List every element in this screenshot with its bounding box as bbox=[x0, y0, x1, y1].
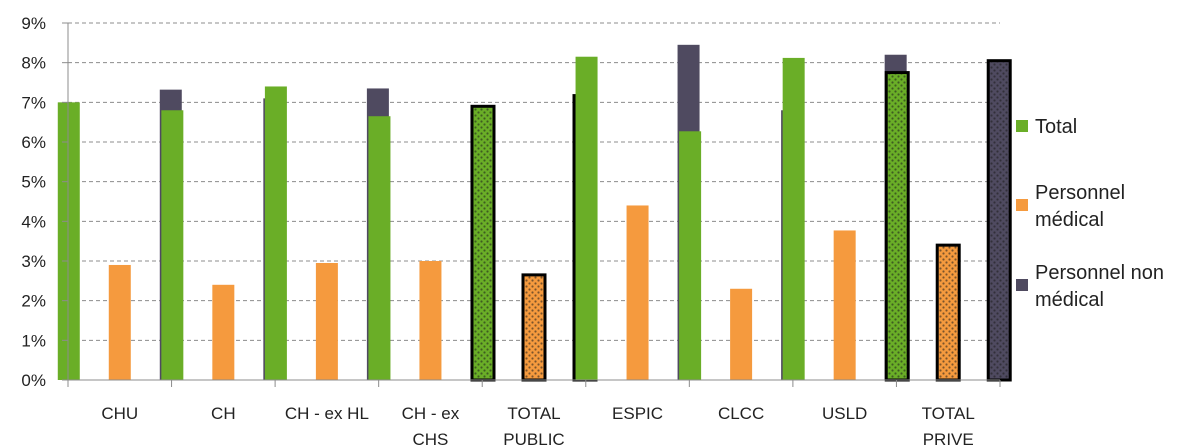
x-tick-label: CH - ex CHS bbox=[402, 404, 460, 448]
bar-usld-total bbox=[782, 57, 805, 380]
legend-label: Personnel non médical bbox=[1035, 262, 1164, 311]
legend-item-personnel-non-m-dical: Personnel non médical bbox=[1016, 262, 1164, 311]
y-tick-label: 0% bbox=[21, 371, 46, 390]
legend-item-total: Total bbox=[1016, 116, 1077, 138]
legend-swatch bbox=[1016, 199, 1028, 211]
y-tick-label: 5% bbox=[21, 173, 46, 192]
legend-item-personnel-m-dical: Personnel médical bbox=[1016, 182, 1125, 231]
legend: Total Personnel médical Personnel non médica… bbox=[1016, 116, 1164, 311]
y-tick-label: 4% bbox=[21, 212, 46, 231]
bar-total-prive-personnel-non-m-dical bbox=[986, 59, 1012, 382]
bars bbox=[57, 44, 1012, 382]
bar-total-prive-total bbox=[884, 71, 910, 382]
x-tick-label: ESPIC bbox=[612, 404, 663, 423]
y-tick-label: 3% bbox=[21, 252, 46, 271]
x-tick-label: CH - ex HL bbox=[285, 404, 369, 423]
y-tick-label: 6% bbox=[21, 133, 46, 152]
x-tick-labels: CHU CH CH - ex HL CH - ex CHS TOTAL PUBLIC ESPI… bbox=[101, 404, 974, 448]
bar-espic-personnel-m-dical bbox=[626, 205, 649, 380]
bar-clcc-personnel-m-dical bbox=[730, 288, 753, 380]
bar-ch-ex-chs-total bbox=[368, 116, 391, 380]
legend-label: Total bbox=[1035, 116, 1077, 138]
bar-ch-total bbox=[161, 110, 184, 381]
x-tick-label: CH bbox=[211, 404, 236, 423]
y-tick-labels: 0% 1% 2% 3% 4% 5% 6% 7% 8% 9% bbox=[21, 14, 46, 390]
bar-ch-ex-hl-total bbox=[264, 86, 287, 380]
bar-chu-personnel-m-dical bbox=[108, 264, 131, 380]
x-tick-label: TOTAL PRIVE bbox=[922, 404, 975, 448]
x-tick-label: TOTAL PUBLIC bbox=[503, 404, 564, 448]
bar-total-public-total bbox=[470, 104, 496, 382]
y-tick-label: 9% bbox=[21, 14, 46, 33]
y-tick-label: 8% bbox=[21, 54, 46, 73]
bar-ch-ex-hl-personnel-m-dical bbox=[315, 262, 338, 380]
bar-total-public-personnel-m-dical bbox=[521, 273, 547, 382]
bar-usld-personnel-m-dical bbox=[833, 230, 856, 380]
bar-chu-total bbox=[57, 102, 80, 380]
bar-espic-total bbox=[575, 56, 598, 380]
axes bbox=[62, 22, 1001, 387]
y-tick-label: 7% bbox=[21, 93, 46, 112]
bar-ch-personnel-m-dical bbox=[212, 284, 235, 380]
x-tick-label: USLD bbox=[822, 404, 867, 423]
legend-swatch bbox=[1016, 279, 1028, 291]
x-tick-label: CLCC bbox=[718, 404, 764, 423]
bar-total-prive-personnel-m-dical bbox=[935, 243, 961, 382]
bar-clcc-total bbox=[679, 131, 702, 380]
y-tick-label: 2% bbox=[21, 292, 46, 311]
legend-swatch bbox=[1016, 120, 1028, 132]
y-tick-label: 1% bbox=[21, 331, 46, 350]
legend-label: Personnel médical bbox=[1035, 182, 1125, 231]
x-tick-label: CHU bbox=[101, 404, 138, 423]
bar-ch-ex-chs-personnel-m-dical bbox=[419, 261, 442, 380]
